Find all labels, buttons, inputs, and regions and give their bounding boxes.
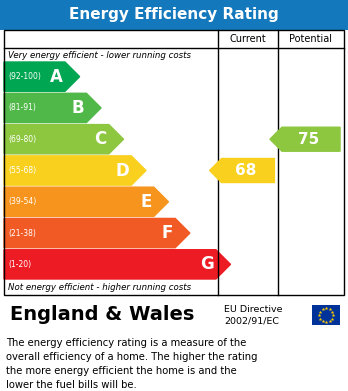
Text: Not energy efficient - higher running costs: Not energy efficient - higher running co… <box>8 283 191 292</box>
Text: G: G <box>200 255 214 273</box>
Polygon shape <box>4 62 80 91</box>
Polygon shape <box>4 156 146 185</box>
Polygon shape <box>4 125 124 154</box>
Text: Energy Efficiency Rating: Energy Efficiency Rating <box>69 7 279 23</box>
Text: (92-100): (92-100) <box>8 72 41 81</box>
Text: The energy efficiency rating is a measure of the
overall efficiency of a home. T: The energy efficiency rating is a measur… <box>6 338 258 390</box>
Text: D: D <box>116 161 129 179</box>
Polygon shape <box>4 187 168 217</box>
Text: (81-91): (81-91) <box>8 104 36 113</box>
Text: EU Directive
2002/91/EC: EU Directive 2002/91/EC <box>224 305 283 325</box>
Text: (69-80): (69-80) <box>8 135 36 144</box>
Text: B: B <box>72 99 84 117</box>
Polygon shape <box>4 250 230 279</box>
Text: E: E <box>141 193 152 211</box>
Text: (21-38): (21-38) <box>8 229 36 238</box>
Bar <box>0 0 348 30</box>
Polygon shape <box>4 93 101 122</box>
Text: F: F <box>162 224 173 242</box>
Bar <box>312 305 340 325</box>
Polygon shape <box>270 127 340 151</box>
Text: Potential: Potential <box>290 34 332 44</box>
Polygon shape <box>209 158 275 183</box>
Bar <box>4 30 344 295</box>
Text: Current: Current <box>230 34 266 44</box>
Text: 68: 68 <box>235 163 256 178</box>
Polygon shape <box>4 219 190 248</box>
Text: A: A <box>50 68 63 86</box>
Bar <box>4 295 344 335</box>
Text: England & Wales: England & Wales <box>10 305 195 325</box>
Text: (1-20): (1-20) <box>8 260 31 269</box>
Text: 75: 75 <box>298 132 319 147</box>
Text: Very energy efficient - lower running costs: Very energy efficient - lower running co… <box>8 50 191 59</box>
Text: (55-68): (55-68) <box>8 166 36 175</box>
Text: (39-54): (39-54) <box>8 197 36 206</box>
Text: C: C <box>95 130 107 148</box>
